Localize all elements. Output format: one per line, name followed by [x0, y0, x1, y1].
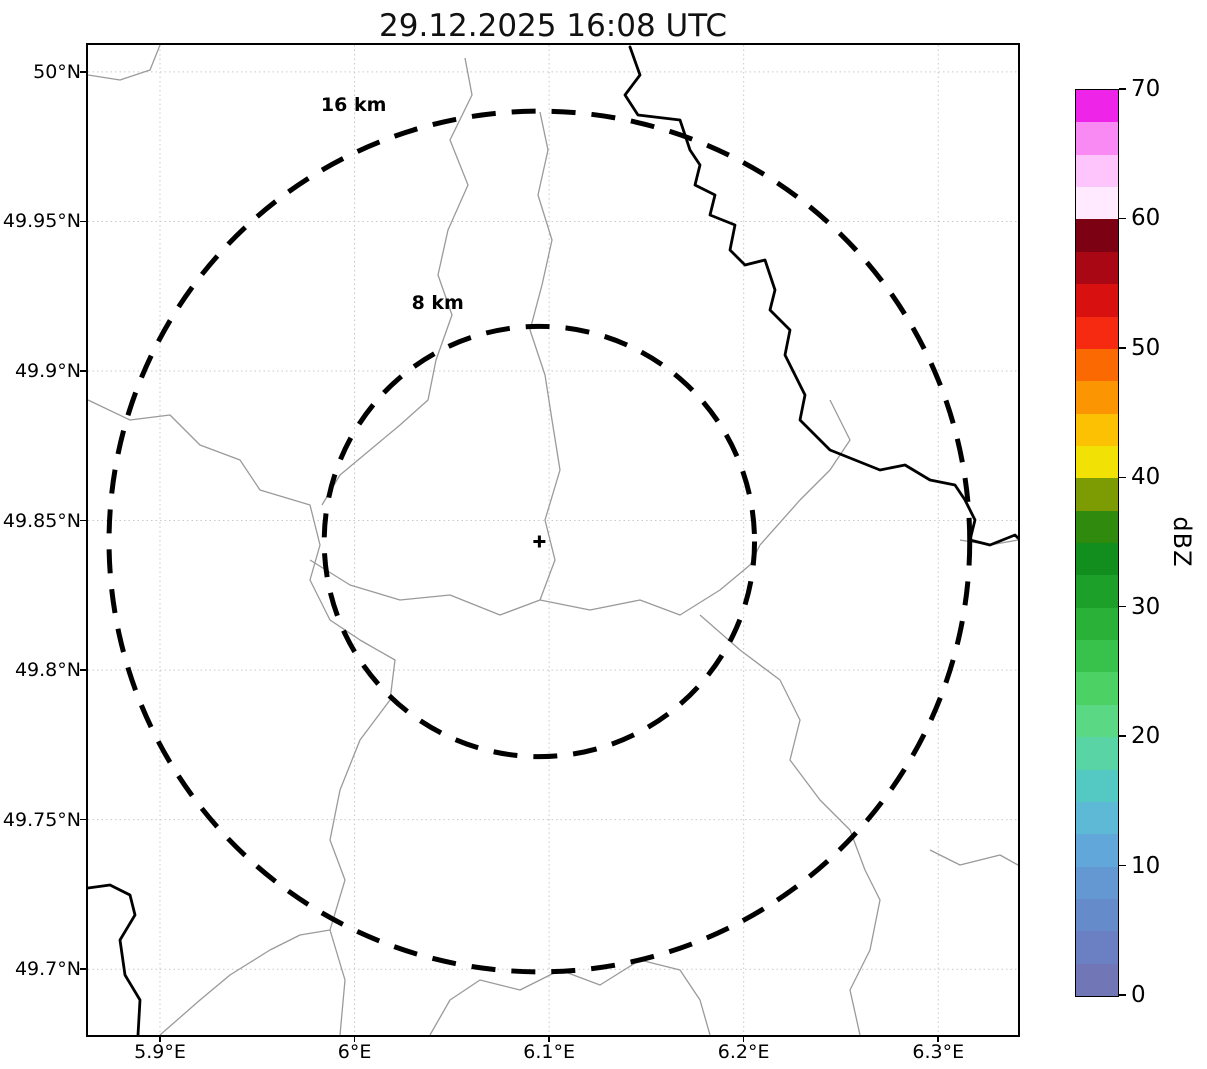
y-tick-mark	[80, 669, 87, 671]
grid-lines	[88, 45, 1018, 1035]
colorbar	[1075, 89, 1119, 997]
colorbar-tick-mark	[1119, 347, 1126, 349]
colorbar-tick-mark	[1119, 88, 1126, 90]
y-tick-label: 49.9°N	[14, 360, 81, 382]
colorbar-band-12.5-15dbz	[1076, 801, 1118, 835]
colorbar-tick-mark	[1119, 476, 1126, 479]
colorbar-band-27.5-30dbz	[1076, 607, 1118, 641]
colorbar-band-0-2.5dbz	[1076, 963, 1118, 997]
colorbar-tick-mark	[1119, 605, 1126, 608]
colorbar-band-50-52.5dbz	[1076, 316, 1118, 349]
colorbar-tick-label: 40	[1131, 464, 1161, 491]
municipal-boundary-lines	[88, 45, 1018, 1035]
country-border-line	[88, 883, 142, 1035]
map-plot-area: 16 km 8 km	[86, 43, 1020, 1037]
y-tick-mark	[80, 370, 87, 372]
colorbar-tick-mark	[1119, 735, 1126, 737]
colorbar-band-35-37.5dbz	[1076, 510, 1118, 544]
colorbar-band-32.5-35dbz	[1076, 543, 1118, 576]
boundary-line	[929, 849, 1018, 866]
colorbar-band-17.5-20dbz	[1076, 737, 1118, 770]
y-tick-mark	[80, 220, 87, 223]
y-tick-mark	[80, 71, 87, 73]
plot-title: 29.12.2025 16:08 UTC	[379, 8, 727, 44]
colorbar-band-60-62.5dbz	[1076, 187, 1118, 220]
y-tick-label: 49.75°N	[2, 808, 81, 831]
country-border-line	[623, 45, 1018, 547]
boundary-line	[88, 399, 396, 1035]
range-ring-label: 16 km	[321, 94, 387, 116]
range-rings: 16 km 8 km	[106, 94, 973, 975]
boundary-line	[759, 399, 851, 546]
colorbar-unit-label: dBZ	[1168, 516, 1196, 568]
colorbar-tick-label: 70	[1131, 76, 1161, 102]
boundary-line	[321, 57, 473, 506]
colorbar-band-22.5-25dbz	[1076, 672, 1118, 705]
y-tick-label: 49.95°N	[2, 210, 81, 233]
colorbar-tick-mark	[1119, 994, 1126, 996]
colorbar-tick-label: 30	[1131, 593, 1161, 620]
x-tick-label: 6°E	[337, 1041, 372, 1063]
range-ring-label: 8 km	[412, 292, 464, 314]
colorbar-tick-label: 50	[1131, 334, 1161, 361]
colorbar-band-2.5-5dbz	[1076, 931, 1118, 964]
x-tick-label: 6.3°E	[912, 1041, 965, 1063]
colorbar-tick-label: 10	[1131, 852, 1161, 879]
boundary-line	[309, 544, 761, 616]
colorbar-band-52.5-55dbz	[1076, 284, 1118, 317]
range-ring-16km	[106, 108, 973, 975]
colorbar-tick-mark	[1119, 864, 1126, 867]
colorbar-band-65-67.5dbz	[1076, 122, 1118, 155]
y-tick-mark	[80, 818, 87, 821]
boundary-line	[429, 959, 711, 1035]
colorbar-band-55-57.5dbz	[1076, 251, 1118, 285]
colorbar-band-47.5-50dbz	[1076, 348, 1118, 382]
y-tick-label: 49.8°N	[14, 659, 81, 682]
y-tick-label: 49.7°N	[14, 958, 81, 981]
x-tick-mark	[159, 1035, 161, 1042]
x-tick-label: 6.1°E	[523, 1041, 575, 1063]
colorbar-band-25-27.5dbz	[1076, 640, 1118, 673]
colorbar-tick-mark	[1119, 217, 1126, 220]
y-tick-mark	[80, 968, 87, 970]
colorbar-tick-label: 60	[1131, 205, 1161, 232]
colorbar-band-20-22.5dbz	[1076, 704, 1118, 738]
x-tick-label: 6.2°E	[717, 1041, 770, 1063]
colorbar-band-62.5-65dbz	[1076, 154, 1118, 188]
y-tick-mark	[80, 519, 87, 522]
country-border-lines	[88, 45, 1018, 1035]
radar-center-marker	[533, 535, 546, 548]
x-tick-mark	[548, 1035, 550, 1042]
colorbar-band-7.5-10dbz	[1076, 866, 1118, 899]
x-tick-mark	[742, 1035, 745, 1042]
colorbar-band-57.5-60dbz	[1076, 219, 1118, 252]
colorbar-band-45-47.5dbz	[1076, 381, 1118, 414]
colorbar-band-67.5-70dbz	[1076, 90, 1118, 123]
y-tick-label: 50°N	[33, 60, 81, 83]
colorbar-band-15-17.5dbz	[1076, 769, 1118, 802]
x-tick-mark	[353, 1035, 356, 1042]
colorbar-band-30-32.5dbz	[1076, 575, 1118, 608]
boundary-line	[699, 614, 881, 1035]
colorbar-band-5-7.5dbz	[1076, 898, 1118, 932]
colorbar-band-42.5-45dbz	[1076, 413, 1118, 446]
y-tick-label: 49.85°N	[2, 509, 81, 532]
colorbar-tick-label: 0	[1131, 982, 1146, 1008]
x-tick-mark	[937, 1035, 939, 1042]
boundary-line	[88, 45, 161, 81]
map-canvas: 16 km 8 km	[88, 45, 1018, 1035]
colorbar-tick-label: 20	[1131, 723, 1161, 750]
colorbar-band-37.5-40dbz	[1076, 478, 1118, 511]
boundary-line	[529, 111, 561, 601]
boundary-line	[159, 929, 331, 1035]
colorbar-band-10-12.5dbz	[1076, 834, 1118, 867]
x-tick-label: 5.9°E	[134, 1041, 186, 1063]
range-ring-8km	[321, 323, 758, 760]
colorbar-band-40-42.5dbz	[1076, 445, 1118, 479]
